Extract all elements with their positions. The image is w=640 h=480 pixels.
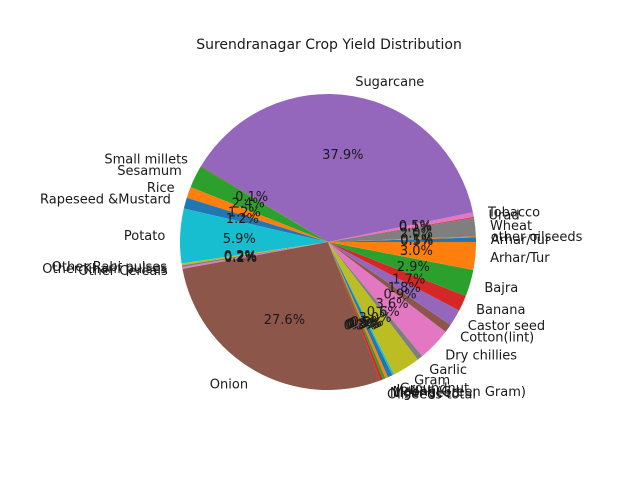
pie-category-label-banana: Banana [476,303,525,318]
pie-pct-label: 5.9% [223,232,256,247]
pie-category-label-arhar-tur: Arhar/Tur [490,251,550,266]
pie-pct-label: 1.2% [226,212,259,227]
pie-category-label-potato: Potato [124,229,165,244]
pie-pct-label: 37.9% [322,148,363,163]
pie-category-label-bajra: Bajra [484,281,518,296]
chart-title: Surendranagar Crop Yield Distribution [196,37,462,53]
pie-pct-label: 2.9% [397,260,430,275]
pie-category-label-garlic: Garlic [429,363,467,378]
pie-pct-label: 27.6% [264,313,305,328]
pie-category-label-onion: Onion [210,377,248,392]
pie-category-label-other-cereals: Other Cereals [78,264,168,279]
pie-pct-label: 3.0% [400,244,433,259]
pie-pct-label: 0.5% [399,219,432,234]
pie-category-label-castor-seed: Castor seed [468,319,545,334]
pie-pct-label: 0.2% [224,251,257,266]
pie-category-label-tobacco: Tobacco [487,205,540,220]
pie-category-label-sesamum: Sesamum [117,164,182,179]
pie-category-label-sugarcane: Sugarcane [355,75,424,90]
pie-category-label-rapeseed-mustard: Rapeseed &Mustard [40,193,171,208]
pie-category-label-dry-chillies: Dry chillies [445,348,517,363]
